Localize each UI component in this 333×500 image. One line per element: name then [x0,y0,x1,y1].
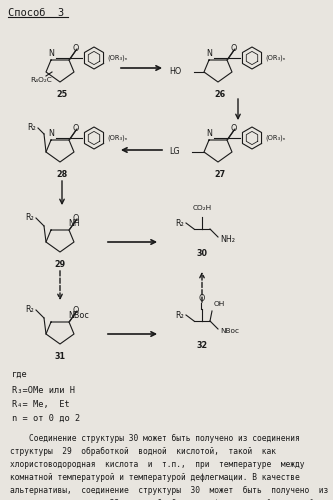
Text: R₂: R₂ [26,214,34,222]
Text: 31: 31 [55,352,66,361]
Text: R₄= Me,  Et: R₄= Me, Et [12,400,70,409]
Text: N: N [48,49,54,58]
Text: O: O [73,214,79,223]
Text: (OR₃)ₙ: (OR₃)ₙ [265,134,285,141]
Text: n = от 0 до 2: n = от 0 до 2 [12,414,80,423]
Text: O: O [73,44,79,53]
Text: NH₂: NH₂ [220,234,235,244]
Text: O: O [199,294,205,303]
Text: хлористоводородная  кислота  и  т.п.,  при  температуре  между: хлористоводородная кислота и т.п., при т… [10,460,304,469]
Text: NBoc: NBoc [220,328,239,334]
Text: O: O [231,124,237,133]
Text: соединения структуры 32 путем обработки трифторуксусной кислотой: соединения структуры 32 путем обработки … [10,499,314,500]
Text: комнатной температурой и температурой дефлегмации. В качестве: комнатной температурой и температурой де… [10,473,300,482]
Text: альтернативы,  соединение  структуры  30  может  быть  получено  из: альтернативы, соединение структуры 30 мо… [10,486,328,495]
Text: 28: 28 [56,170,68,179]
Text: R₂: R₂ [28,124,36,132]
Text: NH: NH [68,219,80,228]
Text: R₃=OMe или H: R₃=OMe или H [12,386,75,395]
Text: 30: 30 [196,249,207,258]
Text: R₂: R₂ [26,306,34,314]
Text: структуры  29  обработкой  водной  кислотой,  такой  как: структуры 29 обработкой водной кислотой,… [10,447,276,456]
Text: HO: HO [170,68,182,76]
Text: R₄O₂C: R₄O₂C [30,77,52,83]
Text: NBoc: NBoc [68,311,89,320]
Text: OH: OH [214,301,225,307]
Text: Соединение структуры 30 может быть получено из соединения: Соединение структуры 30 может быть получ… [10,434,300,443]
Text: 27: 27 [214,170,225,179]
Text: N: N [48,129,54,138]
Text: Способ  3: Способ 3 [8,8,64,18]
Text: (OR₃)ₙ: (OR₃)ₙ [107,134,128,141]
Text: N: N [206,49,212,58]
Text: LG: LG [169,148,180,156]
Text: N: N [206,129,212,138]
Text: (OR₃)ₙ: (OR₃)ₙ [265,54,285,61]
Text: (OR₃)ₙ: (OR₃)ₙ [107,54,128,61]
Text: R₂: R₂ [175,310,184,320]
Text: 29: 29 [54,260,66,269]
Text: R₂: R₂ [175,218,184,228]
Text: O: O [73,124,79,133]
Text: где: где [12,370,28,379]
Text: 32: 32 [196,341,207,350]
Text: CO₂H: CO₂H [192,205,211,211]
Text: 25: 25 [56,90,68,99]
Text: O: O [73,306,79,315]
Text: 26: 26 [214,90,225,99]
Text: O: O [231,44,237,53]
